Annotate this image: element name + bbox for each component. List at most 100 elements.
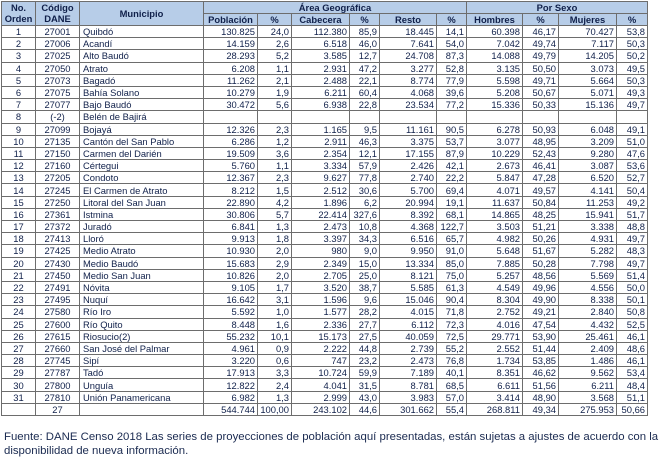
cell-codigo-dane: 27425: [35, 244, 80, 258]
cell-mujeres: 9.562: [558, 366, 617, 380]
table-row: 23 27495 Nuquí 16.642 3,1 1.596 9,6 15.046 90,4 8…: [1, 293, 648, 307]
cell-pct-hombres: [522, 110, 559, 124]
cell-resto: 4.015: [379, 305, 437, 319]
cell-pct-hombres: 48,25: [522, 207, 559, 222]
cell-pct-hombres: 51,21: [522, 219, 559, 234]
cell-poblacion: 8.212: [203, 183, 258, 197]
cell-pct-poblacion: 2,4: [257, 378, 292, 392]
cell-no-orden: 27: [1, 341, 36, 356]
cell-pct-hombres: 51,44: [522, 341, 559, 356]
cell-cabecera: 2.512: [291, 183, 350, 197]
cell-pct-mujeres: 48,3: [616, 244, 648, 258]
cell-codigo-dane: 27250: [35, 195, 80, 209]
cell-pct-resto: 72,5: [436, 329, 467, 343]
table-row: 1 27001 Quibdó 130.825 24,0 112.380 85,9 18.445…: [1, 24, 648, 39]
cell-no-orden: 16: [1, 207, 36, 222]
total-municipio: [79, 402, 204, 417]
cell-pct-resto: 55,2: [436, 341, 467, 356]
cell-pct-cabecera: 12,1: [349, 146, 380, 161]
cell-codigo-dane: 27600: [35, 317, 80, 331]
cell-codigo-dane: 27491: [35, 280, 80, 295]
cell-cabecera: 2.473: [291, 219, 350, 234]
table-row: 15 27250 Litoral del San Juan 22.890 4,2 1.89…: [1, 195, 648, 209]
table-body: 1 27001 Quibdó 130.825 24,0 112.380 85,9 18.445…: [1, 24, 648, 417]
cell-resto: 8.781: [379, 378, 437, 392]
cell-mujeres: 5.071: [558, 85, 617, 100]
cell-no-orden: 10: [1, 134, 36, 148]
cell-pct-resto: 54,0: [436, 37, 467, 51]
cell-resto: 7.189: [379, 366, 437, 380]
cell-hombres: 6.278: [466, 122, 523, 136]
source-note: Fuente: DANE Censo 2018 Las series de pr…: [4, 431, 659, 457]
cell-resto: 6.112: [379, 317, 437, 331]
cell-poblacion: 55.232: [203, 329, 258, 343]
cell-pct-mujeres: 48,6: [616, 341, 648, 356]
cell-cabecera: 1.577: [291, 305, 350, 319]
total-hombres: 268.811: [466, 402, 523, 417]
header-cabecera: Cabecera: [291, 13, 350, 26]
cell-hombres: 7.042: [466, 37, 523, 51]
cell-mujeres: 4.432: [558, 317, 617, 331]
cell-pct-poblacion: 1,1: [257, 61, 292, 75]
cell-pct-cabecera: 23,2: [349, 354, 380, 368]
cell-codigo-dane: 27135: [35, 134, 80, 148]
cell-no-orden: 2: [1, 37, 36, 51]
total-codigo-dane: 27: [35, 402, 80, 417]
cell-pct-resto: 91,0: [436, 244, 467, 258]
cell-mujeres: 7.798: [558, 256, 617, 270]
table-row: 31 27810 Unión Panamericana 6.982 1,3 2.999 43…: [1, 390, 648, 404]
cell-municipio: Cértegui: [79, 159, 204, 173]
cell-pct-resto: 75,0: [436, 268, 467, 282]
cell-poblacion: 8.448: [203, 317, 258, 331]
cell-resto: 3.277: [379, 61, 437, 75]
cell-hombres: 3.414: [466, 390, 523, 404]
table-row: 27 27660 San José del Palmar 4.961 0,9 2.222 4…: [1, 341, 648, 356]
cell-pct-mujeres: 49,7: [616, 256, 648, 270]
header-codigo-dane: Código DANE: [35, 1, 80, 26]
cell-pct-cabecera: 15,0: [349, 256, 380, 270]
cell-pct-poblacion: 1,6: [257, 317, 292, 331]
cell-resto: 8.392: [379, 207, 437, 222]
cell-no-orden: 4: [1, 61, 36, 75]
total-cabecera: 243.102: [291, 402, 350, 417]
cell-pct-poblacion: 2,0: [257, 244, 292, 258]
cell-pct-hombres: 49,79: [522, 49, 559, 63]
header-poblacion: Población: [203, 13, 258, 26]
total-pct-cabecera: 44,6: [349, 402, 380, 417]
cell-codigo-dane: 27001: [35, 24, 80, 39]
cell-pct-cabecera: 22,1: [349, 73, 380, 87]
cell-mujeres: [558, 110, 617, 124]
cell-municipio: Acandí: [79, 37, 204, 51]
cell-pct-mujeres: 50,1: [616, 293, 648, 307]
cell-hombres: 10.229: [466, 146, 523, 161]
cell-pct-cabecera: 46,0: [349, 37, 380, 51]
cell-poblacion: 14.159: [203, 37, 258, 51]
cell-hombres: 6.611: [466, 378, 523, 392]
cell-mujeres: 4.141: [558, 183, 617, 197]
cell-hombres: 14.865: [466, 207, 523, 222]
cell-pct-poblacion: 4,2: [257, 195, 292, 209]
cell-poblacion: 9.105: [203, 280, 258, 295]
cell-hombres: 15.336: [466, 98, 523, 112]
cell-no-orden: 3: [1, 49, 36, 63]
cell-no-orden: 22: [1, 280, 36, 295]
cell-pct-mujeres: 53,8: [616, 24, 648, 39]
cell-pct-cabecera: 46,3: [349, 134, 380, 148]
header-resto: Resto: [379, 13, 437, 26]
cell-no-orden: 13: [1, 171, 36, 185]
cell-pct-poblacion: 10,1: [257, 329, 292, 343]
cell-mujeres: 15.136: [558, 98, 617, 112]
cell-poblacion: 6.841: [203, 219, 258, 234]
cell-pct-cabecera: 9,5: [349, 122, 380, 136]
cell-hombres: 4.071: [466, 183, 523, 197]
cell-codigo-dane: 27787: [35, 366, 80, 380]
cell-pct-mujeres: 46,1: [616, 329, 648, 343]
cell-cabecera: 980: [291, 244, 350, 258]
cell-no-orden: 1: [1, 24, 36, 39]
cell-pct-resto: 68,5: [436, 378, 467, 392]
cell-poblacion: 30.806: [203, 207, 258, 222]
cell-pct-cabecera: 27,5: [349, 329, 380, 343]
cell-poblacion: 5.592: [203, 305, 258, 319]
table-row: 18 27413 Lloró 9.913 1,8 3.397 34,3 6.516 65,7 4.…: [1, 232, 648, 246]
cell-mujeres: 9.280: [558, 146, 617, 161]
